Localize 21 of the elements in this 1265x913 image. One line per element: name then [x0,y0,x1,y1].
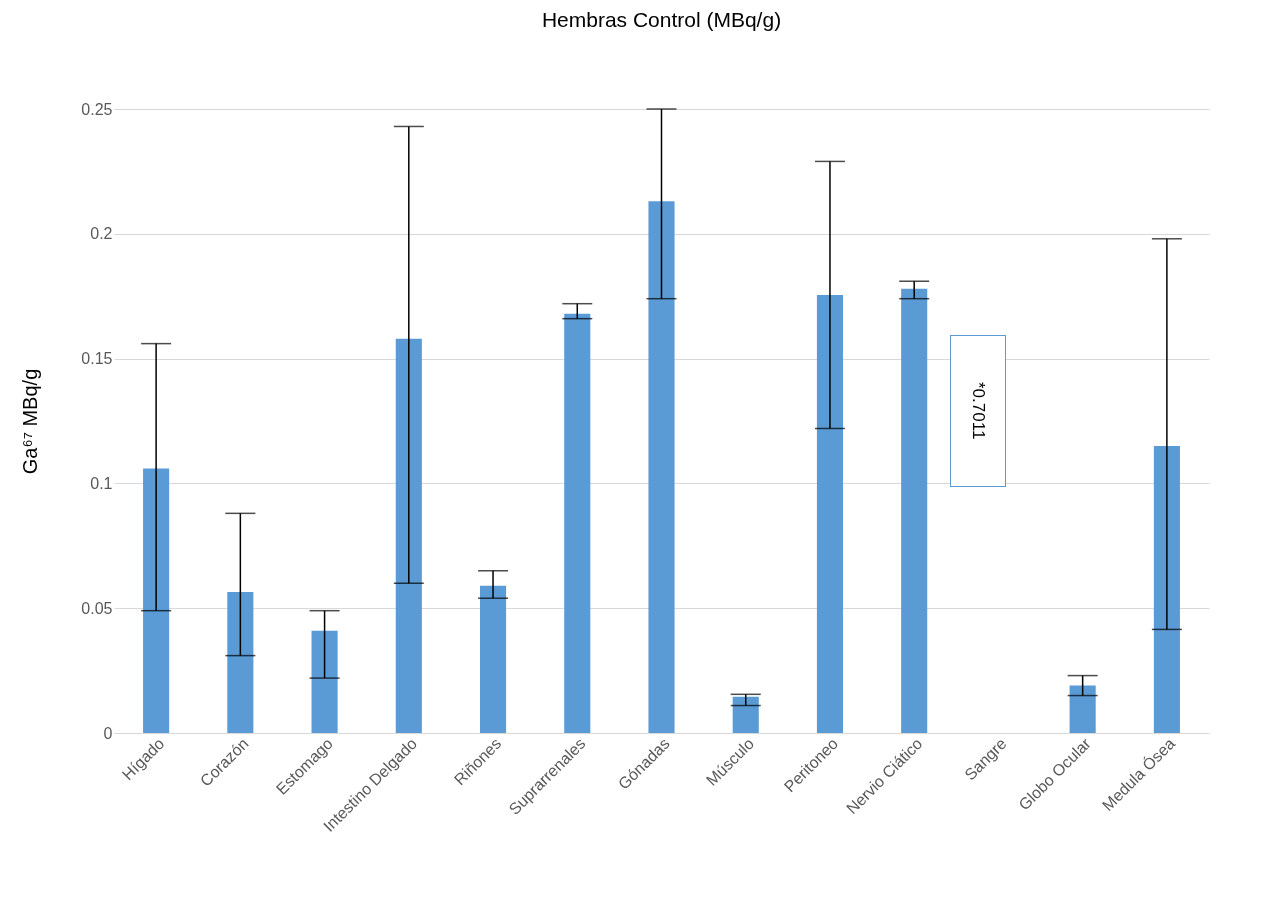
text-box: *0.7011 [950,335,1007,487]
y-tick-label: 0.2 [90,225,113,243]
bar [479,585,507,733]
bar [901,288,928,733]
bar [1069,685,1096,733]
y-tick-label: 0.25 [81,100,113,118]
bar [311,630,338,733]
y-tick-label: 0 [103,724,113,742]
annotation: *0.7011 [968,382,989,440]
y-axis-title: Ga⁶⁷ MBq/g [19,368,42,475]
chart-title: Hembras Control (MBq/g) [541,8,782,31]
bar [648,201,675,733]
bar [816,294,844,733]
bar [1153,445,1180,733]
y-tick-label: 0.05 [81,599,113,617]
bar [395,338,422,733]
bar [564,313,591,733]
y-tick-label: 0.1 [90,474,113,492]
y-tick-label: 0.15 [81,350,113,368]
bar [227,591,254,733]
bar [143,468,170,733]
